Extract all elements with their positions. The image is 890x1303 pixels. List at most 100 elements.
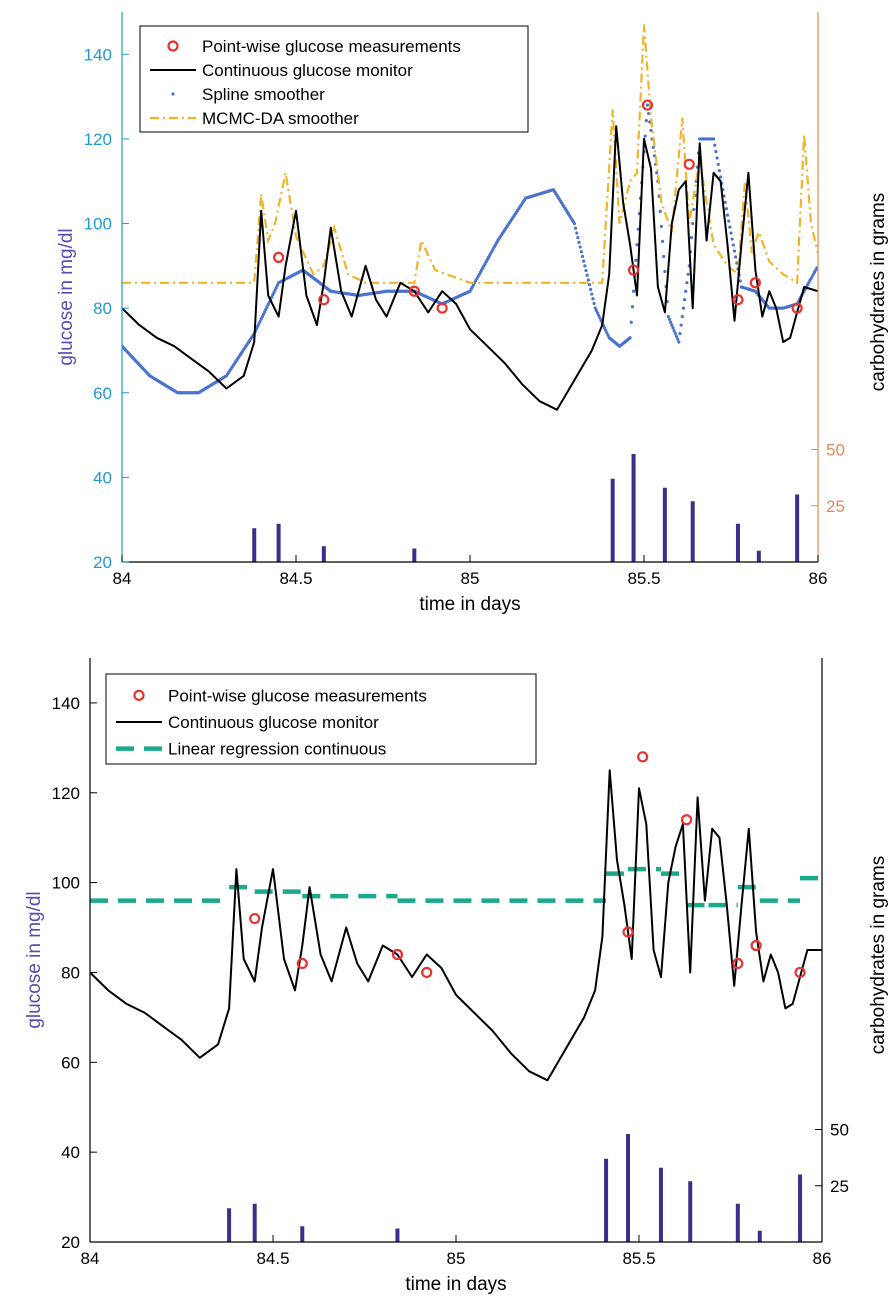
spline-point	[647, 111, 651, 116]
spline-point	[672, 329, 676, 333]
right-tick-label: 25	[826, 497, 845, 516]
y-tick-label: 140	[84, 45, 112, 64]
spline-point	[593, 306, 597, 310]
glucose-measurement-marker	[749, 277, 761, 289]
y-tick-label: 40	[61, 1143, 80, 1162]
spline-point	[572, 221, 577, 226]
y-tick-label: 20	[93, 553, 112, 572]
spline-point	[685, 281, 689, 285]
spline-point	[683, 298, 687, 302]
spline-point	[577, 240, 581, 244]
spline-point	[669, 320, 673, 324]
right-tick-label: 50	[826, 441, 845, 460]
glucose-measurement-marker	[794, 966, 806, 979]
spline-point	[732, 249, 737, 253]
right-axis-label: carbohydrates in grams	[868, 856, 889, 1055]
spline-point	[686, 272, 690, 276]
spline-point	[598, 316, 602, 320]
spline-point	[586, 278, 590, 282]
legend-marker-measurement	[167, 40, 179, 52]
carbohydrate-bar	[756, 550, 761, 562]
spline-point	[635, 243, 639, 247]
glucose-measurement-marker	[750, 939, 762, 952]
spline-point	[260, 315, 264, 319]
bottom-glucose-chart: 20 40 60 80 100 120 140 84 84.5 85 85.5 86 25 50 time …	[24, 658, 889, 1295]
spline-point	[670, 323, 674, 327]
x-tick-label: 86	[809, 569, 828, 588]
glucose-measurement-marker	[436, 302, 448, 314]
x-tick-label: 84.5	[279, 569, 312, 588]
spline-point	[671, 326, 675, 330]
glucose-measurement-marker	[622, 926, 634, 938]
glucose-measurement-marker	[318, 294, 330, 306]
y-axis-label: glucose in mg/dl	[56, 228, 77, 365]
spline-point	[716, 162, 720, 166]
legend-label: Point-wise glucose measurements	[202, 37, 461, 56]
spline-point	[734, 255, 738, 259]
legend-label: Point-wise glucose measurements	[168, 686, 427, 705]
spline-point	[714, 150, 718, 154]
spline-point	[265, 305, 269, 309]
carbohydrate-bar	[688, 1181, 693, 1242]
glucose-measurement-marker	[391, 948, 404, 961]
spline-point	[666, 315, 670, 319]
spline-point	[604, 328, 608, 332]
carbohydrate-bar	[252, 1203, 257, 1242]
spline-point	[585, 273, 589, 277]
glucose-measurement-marker	[296, 957, 308, 970]
spline-point	[261, 312, 266, 316]
glucose-measurement-marker	[421, 966, 433, 979]
glucose-measurement-marker	[273, 251, 285, 263]
spline-point	[655, 171, 659, 175]
spline-point	[667, 317, 672, 322]
spline-point	[644, 118, 648, 123]
x-axis-label: time in days	[405, 1274, 506, 1295]
spline-point	[684, 289, 688, 293]
legend-label: MCMC-DA smoother	[202, 109, 359, 128]
spline-point	[673, 331, 677, 336]
spline-point	[677, 340, 681, 344]
legend-marker-spline	[171, 92, 175, 96]
spline-point	[651, 145, 655, 149]
carbohydrate-bar	[412, 548, 417, 562]
x-axis-label: time in days	[419, 594, 520, 615]
spline-point	[678, 331, 682, 336]
spline-point	[691, 221, 695, 226]
spline-point	[643, 134, 647, 138]
x-tick-label: 84.5	[256, 1249, 289, 1268]
spline-point	[723, 200, 727, 204]
legend-label: Continuous glucose monitor	[168, 713, 379, 732]
spline-point	[728, 225, 732, 229]
x-tick-label: 85.5	[622, 1249, 655, 1268]
cgm-line	[122, 125, 818, 411]
spline-point	[663, 269, 667, 274]
carbohydrate-bar	[610, 478, 615, 562]
spline-point	[271, 293, 275, 297]
y-tick-label: 20	[61, 1233, 80, 1252]
carbohydrate-bar	[321, 546, 326, 562]
spline-point	[712, 137, 716, 141]
carbohydrate-bar	[798, 1174, 803, 1242]
glucose-measurement-marker	[627, 264, 640, 276]
spline-point	[713, 143, 717, 147]
y-tick-label: 80	[61, 963, 80, 982]
spline-point	[263, 310, 267, 314]
spline-point	[275, 283, 280, 287]
spline-point	[692, 207, 696, 212]
legend-box	[139, 25, 529, 133]
x-tick-label: 85.5	[627, 569, 660, 588]
glucose-measurement-marker	[680, 814, 693, 826]
spline-point	[724, 207, 728, 211]
spline-point	[589, 287, 593, 291]
spline-point	[266, 302, 270, 307]
x-tick-label: 85	[447, 1249, 466, 1268]
spline-point	[718, 175, 723, 179]
spline-point	[578, 245, 582, 249]
spline-point	[738, 279, 742, 283]
legend-label: Linear regression continuous	[168, 740, 386, 759]
spline-point	[660, 239, 665, 244]
spline-point	[662, 254, 666, 259]
carbohydrate-bar	[626, 1134, 631, 1242]
spline-point	[629, 320, 633, 324]
glucose-measurement-marker	[408, 285, 420, 297]
